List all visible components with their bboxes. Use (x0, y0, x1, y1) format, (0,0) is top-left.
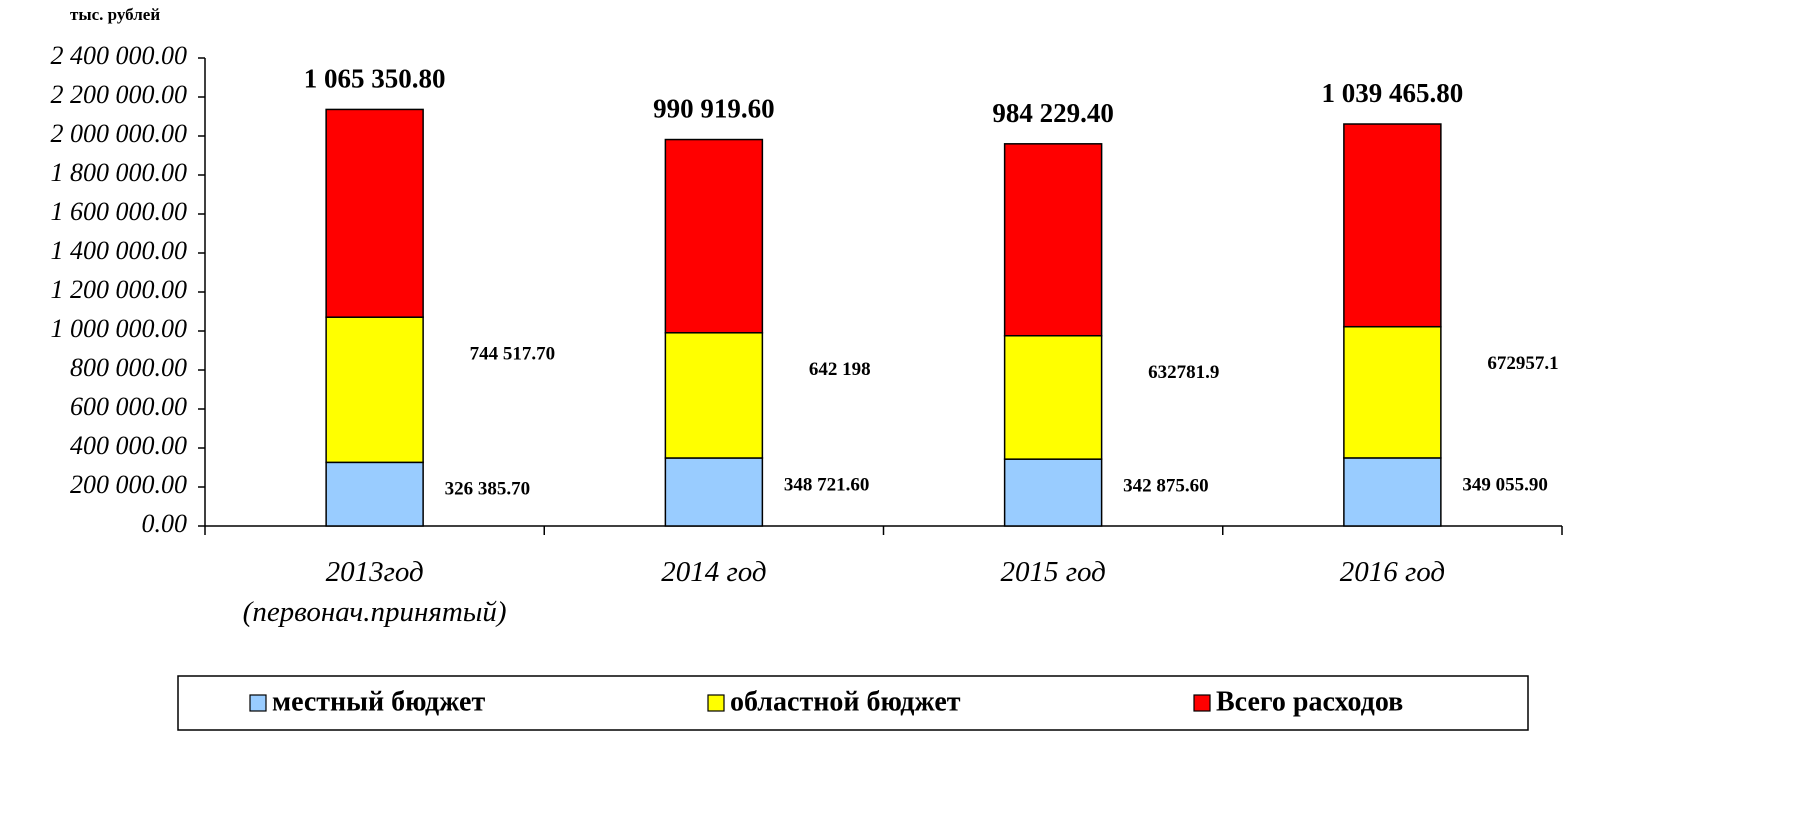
bar-segment (1343, 123, 1442, 328)
legend-swatch (249, 694, 267, 712)
data-label: 642 198 (809, 359, 871, 380)
legend-swatch (1193, 694, 1211, 712)
x-tick-label: 2016 год (1339, 556, 1446, 588)
x-tick-label: 2014 год (661, 556, 767, 588)
y-tick-label: 1 200 000.00 (51, 275, 188, 304)
data-label: 984 229.40 (992, 98, 1114, 128)
y-tick-label: 1 400 000.00 (51, 236, 188, 265)
y-tick-label: 2 400 000.00 (51, 41, 188, 70)
data-label: 632781.9 (1148, 362, 1219, 383)
x-tick-label: 2015 год (1000, 556, 1106, 588)
bar-segment (1003, 143, 1103, 337)
bar-segment (1003, 458, 1103, 527)
legend-label: областной бюджет (730, 686, 961, 717)
data-label: 1 065 350.80 (304, 64, 446, 94)
y-tick-label: 2 000 000.00 (51, 119, 188, 148)
bar-segment (664, 138, 764, 334)
y-tick-label: 200 000.00 (70, 470, 187, 499)
legend-box (177, 675, 1529, 731)
x-tick-label: 2013год (первонач.принятый) (242, 556, 507, 628)
data-label: 990 919.60 (653, 94, 775, 124)
data-label: 342 875.60 (1123, 475, 1209, 496)
y-tick-label: 400 000.00 (70, 431, 187, 460)
data-label: 1 039 465.80 (1322, 78, 1464, 108)
y-tick-label: 1 600 000.00 (51, 197, 188, 226)
y-tick-label: 800 000.00 (70, 353, 187, 382)
bar-segment (1343, 325, 1442, 459)
bar-segment (1003, 334, 1103, 460)
data-label: 326 385.70 (445, 479, 531, 500)
bar-segment (664, 457, 764, 527)
y-tick-label: 0.00 (142, 509, 188, 538)
y-axis-label: тыс. рублей (70, 5, 160, 24)
legend-label: местный бюджет (272, 686, 485, 717)
bar-segment (325, 461, 424, 527)
legend-swatch (707, 694, 725, 712)
data-label: 744 517.70 (470, 344, 556, 365)
y-tick-label: 2 200 000.00 (51, 80, 188, 109)
bar-segment (1343, 457, 1442, 527)
bar-segment (325, 108, 424, 318)
data-label: 349 055.90 (1462, 474, 1548, 495)
data-label: 672957.1 (1487, 353, 1558, 374)
y-tick-label: 1 000 000.00 (51, 314, 188, 343)
legend-label: Всего расходов (1216, 686, 1403, 717)
bar-segment (664, 332, 764, 459)
data-label: 348 721.60 (784, 474, 870, 495)
y-tick-label: 1 800 000.00 (51, 158, 188, 187)
y-tick-label: 600 000.00 (70, 392, 187, 421)
bar-segment (325, 316, 424, 464)
